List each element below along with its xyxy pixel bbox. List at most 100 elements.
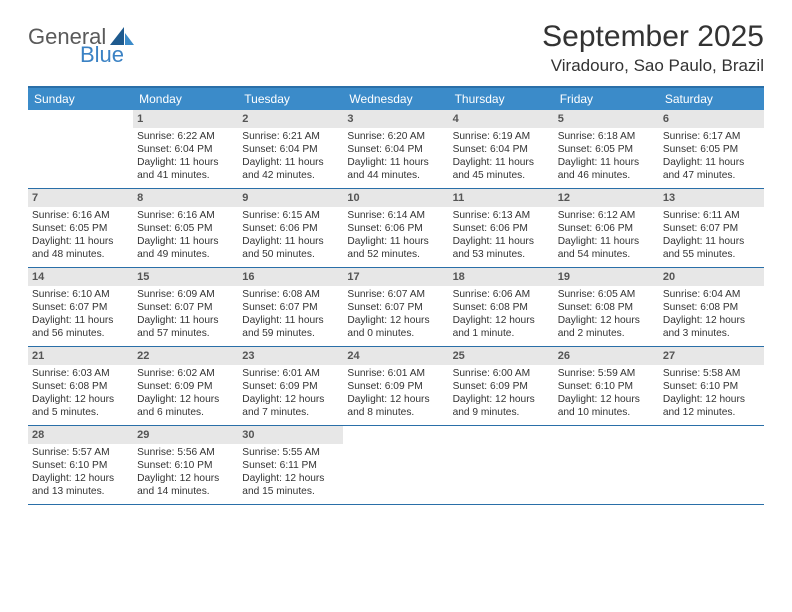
day-cell (659, 426, 764, 504)
daylight-text: and 49 minutes. (137, 248, 234, 261)
week-row: 14Sunrise: 6:10 AMSunset: 6:07 PMDayligh… (28, 268, 764, 347)
day-cell: 10Sunrise: 6:14 AMSunset: 6:06 PMDayligh… (343, 189, 448, 267)
sunrise-text: Sunrise: 6:17 AM (663, 130, 760, 143)
day-cell: 18Sunrise: 6:06 AMSunset: 6:08 PMDayligh… (449, 268, 554, 346)
daylight-text: and 2 minutes. (558, 327, 655, 340)
daylight-text: and 50 minutes. (242, 248, 339, 261)
day-cell: 26Sunrise: 5:59 AMSunset: 6:10 PMDayligh… (554, 347, 659, 425)
sunrise-text: Sunrise: 6:13 AM (453, 209, 550, 222)
day-cell (343, 426, 448, 504)
day-cell: 9Sunrise: 6:15 AMSunset: 6:06 PMDaylight… (238, 189, 343, 267)
sunrise-text: Sunrise: 5:58 AM (663, 367, 760, 380)
logo: General Blue (28, 20, 136, 66)
daylight-text: and 15 minutes. (242, 485, 339, 498)
sunset-text: Sunset: 6:05 PM (32, 222, 129, 235)
day-number: 10 (343, 189, 448, 207)
daylight-text: and 59 minutes. (242, 327, 339, 340)
day-number: 13 (659, 189, 764, 207)
day-cell: 19Sunrise: 6:05 AMSunset: 6:08 PMDayligh… (554, 268, 659, 346)
daylight-text: and 53 minutes. (453, 248, 550, 261)
day-cell: 15Sunrise: 6:09 AMSunset: 6:07 PMDayligh… (133, 268, 238, 346)
sunrise-text: Sunrise: 6:19 AM (453, 130, 550, 143)
sunrise-text: Sunrise: 6:12 AM (558, 209, 655, 222)
sunset-text: Sunset: 6:04 PM (242, 143, 339, 156)
daylight-text: and 5 minutes. (32, 406, 129, 419)
week-row: 28Sunrise: 5:57 AMSunset: 6:10 PMDayligh… (28, 426, 764, 505)
sunset-text: Sunset: 6:06 PM (453, 222, 550, 235)
sunrise-text: Sunrise: 5:55 AM (242, 446, 339, 459)
day-cell: 4Sunrise: 6:19 AMSunset: 6:04 PMDaylight… (449, 110, 554, 188)
day-number: 6 (659, 110, 764, 128)
dow-sunday: Sunday (28, 88, 133, 110)
dow-saturday: Saturday (659, 88, 764, 110)
daylight-text: Daylight: 11 hours (347, 156, 444, 169)
day-number: 21 (28, 347, 133, 365)
dow-friday: Friday (554, 88, 659, 110)
day-cell: 17Sunrise: 6:07 AMSunset: 6:07 PMDayligh… (343, 268, 448, 346)
sunrise-text: Sunrise: 6:07 AM (347, 288, 444, 301)
day-cell: 28Sunrise: 5:57 AMSunset: 6:10 PMDayligh… (28, 426, 133, 504)
day-cell: 30Sunrise: 5:55 AMSunset: 6:11 PMDayligh… (238, 426, 343, 504)
sunrise-text: Sunrise: 6:22 AM (137, 130, 234, 143)
daylight-text: Daylight: 12 hours (242, 472, 339, 485)
sunset-text: Sunset: 6:04 PM (347, 143, 444, 156)
day-number: 25 (449, 347, 554, 365)
daylight-text: and 56 minutes. (32, 327, 129, 340)
daylight-text: and 6 minutes. (137, 406, 234, 419)
daylight-text: and 1 minute. (453, 327, 550, 340)
day-number: 28 (28, 426, 133, 444)
sunrise-text: Sunrise: 6:10 AM (32, 288, 129, 301)
sunset-text: Sunset: 6:10 PM (32, 459, 129, 472)
daylight-text: Daylight: 11 hours (137, 156, 234, 169)
sunset-text: Sunset: 6:09 PM (453, 380, 550, 393)
daylight-text: Daylight: 12 hours (242, 393, 339, 406)
sunset-text: Sunset: 6:09 PM (347, 380, 444, 393)
sunset-text: Sunset: 6:10 PM (663, 380, 760, 393)
daylight-text: Daylight: 11 hours (663, 156, 760, 169)
sunrise-text: Sunrise: 5:56 AM (137, 446, 234, 459)
day-cell: 20Sunrise: 6:04 AMSunset: 6:08 PMDayligh… (659, 268, 764, 346)
daylight-text: Daylight: 12 hours (558, 314, 655, 327)
sunrise-text: Sunrise: 6:11 AM (663, 209, 760, 222)
week-row: 1Sunrise: 6:22 AMSunset: 6:04 PMDaylight… (28, 110, 764, 189)
sunset-text: Sunset: 6:04 PM (453, 143, 550, 156)
day-number: 27 (659, 347, 764, 365)
daylight-text: Daylight: 11 hours (558, 156, 655, 169)
daylight-text: Daylight: 11 hours (558, 235, 655, 248)
day-number: 26 (554, 347, 659, 365)
sunset-text: Sunset: 6:08 PM (32, 380, 129, 393)
daylight-text: and 48 minutes. (32, 248, 129, 261)
location: Viradouro, Sao Paulo, Brazil (542, 56, 764, 76)
day-number: 2 (238, 110, 343, 128)
day-number: 20 (659, 268, 764, 286)
day-cell: 22Sunrise: 6:02 AMSunset: 6:09 PMDayligh… (133, 347, 238, 425)
sunrise-text: Sunrise: 6:08 AM (242, 288, 339, 301)
day-cell: 12Sunrise: 6:12 AMSunset: 6:06 PMDayligh… (554, 189, 659, 267)
daylight-text: Daylight: 12 hours (453, 314, 550, 327)
sunrise-text: Sunrise: 6:20 AM (347, 130, 444, 143)
daylight-text: and 7 minutes. (242, 406, 339, 419)
sunrise-text: Sunrise: 6:01 AM (242, 367, 339, 380)
daylight-text: Daylight: 12 hours (347, 314, 444, 327)
dow-thursday: Thursday (449, 88, 554, 110)
daylight-text: and 54 minutes. (558, 248, 655, 261)
day-cell: 24Sunrise: 6:01 AMSunset: 6:09 PMDayligh… (343, 347, 448, 425)
daylight-text: Daylight: 11 hours (242, 235, 339, 248)
daylight-text: Daylight: 12 hours (663, 393, 760, 406)
daylight-text: Daylight: 11 hours (347, 235, 444, 248)
daylight-text: and 12 minutes. (663, 406, 760, 419)
day-number: 4 (449, 110, 554, 128)
day-cell: 29Sunrise: 5:56 AMSunset: 6:10 PMDayligh… (133, 426, 238, 504)
daylight-text: Daylight: 11 hours (453, 235, 550, 248)
day-cell: 2Sunrise: 6:21 AMSunset: 6:04 PMDaylight… (238, 110, 343, 188)
day-number: 23 (238, 347, 343, 365)
day-number: 24 (343, 347, 448, 365)
day-number: 8 (133, 189, 238, 207)
sunset-text: Sunset: 6:05 PM (663, 143, 760, 156)
day-cell: 3Sunrise: 6:20 AMSunset: 6:04 PMDaylight… (343, 110, 448, 188)
sunset-text: Sunset: 6:05 PM (137, 222, 234, 235)
sunset-text: Sunset: 6:05 PM (558, 143, 655, 156)
daylight-text: and 44 minutes. (347, 169, 444, 182)
day-number: 17 (343, 268, 448, 286)
day-cell: 5Sunrise: 6:18 AMSunset: 6:05 PMDaylight… (554, 110, 659, 188)
